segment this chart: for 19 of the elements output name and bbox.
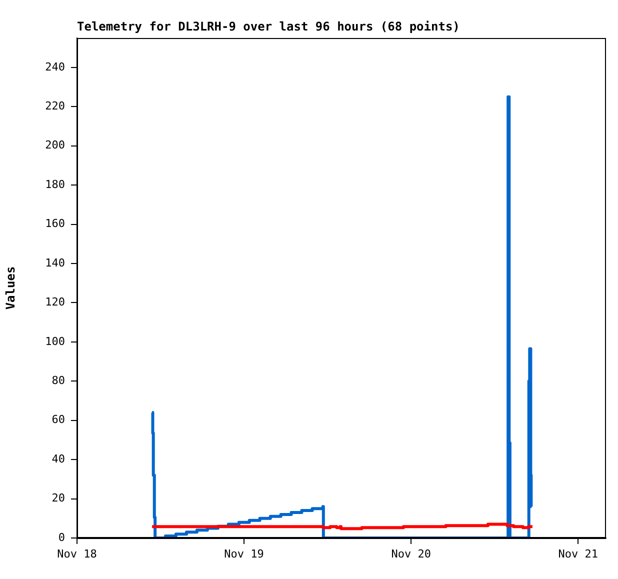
- x-tick-label: Nov 19: [224, 547, 264, 560]
- x-tick-label: Nov 21: [558, 547, 598, 560]
- y-tick-label: 180: [45, 178, 65, 191]
- y-tick-label: 240: [45, 60, 65, 74]
- y-tick-label: 160: [45, 217, 65, 230]
- y-tick-label: 220: [45, 99, 65, 112]
- y-tick-label: 80: [52, 374, 65, 387]
- x-tick-label: Nov 18: [57, 547, 97, 560]
- y-axis-title: Values: [3, 266, 18, 310]
- y-tick-label: 40: [52, 452, 65, 466]
- y-tick-label: 0: [58, 530, 65, 544]
- y-tick-label: 20: [52, 492, 65, 505]
- chart-title: Telemetry for DL3LRH-9 over last 96 hours (68 points): [77, 19, 460, 34]
- y-tick-label: 120: [45, 296, 65, 309]
- y-tick-label: 100: [45, 334, 65, 348]
- y-tick-label: 140: [45, 256, 65, 270]
- x-tick-label: Nov 20: [391, 547, 431, 560]
- y-tick-label: 200: [45, 138, 65, 152]
- y-tick-label: 60: [52, 413, 65, 426]
